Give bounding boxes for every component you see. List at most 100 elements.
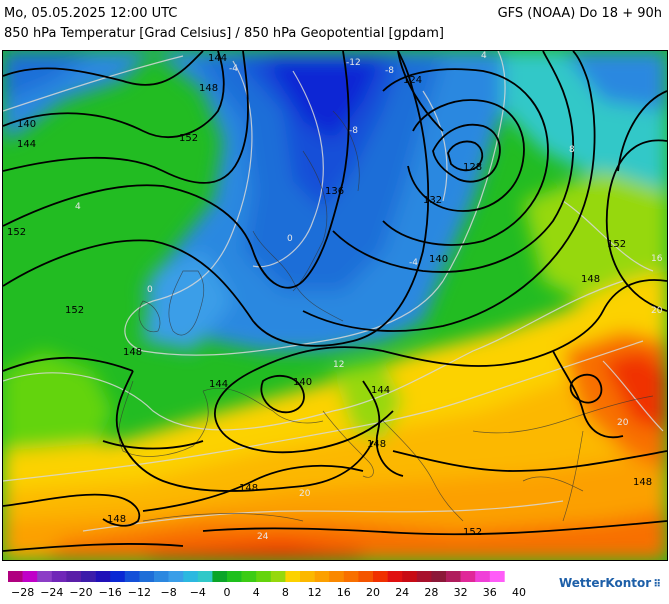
legend-colorbar: −28 −24 −20 −16 −12 −8 −4 0 4 8 12 16 20 24 28 32 36 40 (8, 571, 526, 599)
legend-swatch (402, 571, 418, 582)
legend-tick-label: 16 (337, 586, 351, 599)
geopotential-label: 148 (633, 477, 652, 488)
legend-swatch (329, 571, 345, 582)
legend-swatch (416, 571, 432, 582)
temperature-label: 12 (333, 360, 344, 370)
brand-logo: WetterKontor ⠿ (559, 576, 661, 590)
temperature-label: 0 (147, 285, 153, 295)
legend-swatch (460, 571, 476, 582)
legend-swatch (300, 571, 315, 582)
geopotential-label: 152 (65, 305, 84, 316)
geopotential-labels: 144 148 140 144 152 152 152 148 124 128 … (7, 53, 652, 538)
coastlines (118, 110, 654, 522)
chart-subtitle: 850 hPa Temperatur [Grad Celsius] / 850 … (4, 26, 445, 41)
geopotential-label: 148 (367, 439, 386, 450)
temperature-label: 20 (651, 306, 663, 316)
legend-swatch (154, 571, 169, 582)
legend-tick-label: 40 (512, 586, 526, 599)
legend-swatch (343, 571, 359, 582)
legend-swatch (81, 571, 96, 582)
geopotential-label: 148 (199, 83, 218, 94)
legend-swatch (270, 571, 286, 582)
legend-swatch (22, 571, 38, 582)
legend-swatch (256, 571, 272, 582)
temperature-label: -8 (385, 66, 394, 76)
temperature-label: -4 (409, 258, 418, 268)
legend-swatch (51, 571, 67, 582)
isohypses (3, 51, 667, 552)
temperature-label: 8 (569, 145, 575, 155)
geopotential-label: 124 (403, 75, 422, 86)
legend-swatch (227, 571, 242, 582)
temperature-label: 20 (617, 418, 629, 428)
legend-swatch (373, 571, 388, 582)
legend-tick-label: −28 (11, 586, 34, 599)
legend-tick-label: 0 (224, 586, 231, 599)
geopotential-label: 152 (7, 227, 26, 238)
temperature-labels: -12 -8 -4 -8 -4 0 4 0 8 16 20 20 20 24 1… (75, 51, 663, 542)
geopotential-label: 136 (325, 186, 344, 197)
legend-tick-label: 20 (366, 586, 380, 599)
legend-swatch (8, 571, 23, 582)
geopotential-label: 144 (208, 53, 227, 64)
legend-swatch (387, 571, 403, 582)
legend-swatch (212, 571, 228, 582)
legend-swatch (95, 571, 111, 582)
legend-swatch (37, 571, 53, 582)
geopotential-label: 128 (463, 162, 482, 173)
geopotential-label: 140 (429, 254, 448, 265)
legend-tick-label: 24 (395, 586, 409, 599)
temperature-label: 0 (287, 234, 293, 244)
legend-swatch (314, 571, 330, 582)
run-date: Mo, 05.05.2025 12:00 UTC (4, 6, 178, 21)
brand-name: WetterKontor (558, 576, 652, 590)
temperature-label: 16 (651, 254, 663, 264)
legend-swatch (197, 571, 213, 582)
isotherms (3, 51, 664, 532)
temperature-label: 20 (299, 489, 311, 499)
geopotential-label: 144 (209, 379, 228, 390)
geopotential-label: 144 (371, 385, 390, 396)
legend-tick-label: 28 (424, 586, 438, 599)
geopotential-label: 148 (107, 514, 126, 525)
legend-tick-label: −12 (128, 586, 151, 599)
legend-tick-label: −16 (99, 586, 122, 599)
legend-tick-label: 32 (454, 586, 468, 599)
legend-swatch (183, 571, 199, 582)
legend-tick-label: 36 (483, 586, 497, 599)
geopotential-label: 148 (581, 274, 600, 285)
geopotential-label: 148 (123, 347, 142, 358)
legend-swatch (168, 571, 184, 582)
legend-tick-label: 4 (253, 586, 260, 599)
geopotential-label: 140 (17, 119, 36, 130)
geopotential-label: 132 (423, 195, 442, 206)
geopotential-label: 140 (293, 377, 312, 388)
legend-swatch (431, 571, 447, 582)
legend-swatch (241, 571, 257, 582)
temperature-label: -4 (229, 64, 238, 74)
geopotential-label: 152 (607, 239, 626, 250)
brand-mark-icon: ⠿ (653, 579, 661, 590)
legend-tick-label: 12 (308, 586, 322, 599)
legend-tick-label: −4 (190, 586, 206, 599)
legend-swatch (124, 571, 140, 582)
model-run-info: GFS (NOAA) Do 18 + 90h (497, 6, 662, 21)
legend-swatch (358, 571, 374, 582)
geopotential-label: 144 (17, 139, 36, 150)
geopotential-label: 152 (463, 527, 482, 538)
legend-tick-label: 8 (282, 586, 289, 599)
temperature-label: -8 (349, 126, 358, 136)
legend-swatch (110, 571, 126, 582)
legend-swatch (285, 571, 301, 582)
temperature-label: -12 (346, 58, 361, 68)
legend-swatch (66, 571, 82, 582)
geopotential-label: 152 (179, 133, 198, 144)
temperature-label: 24 (257, 532, 269, 542)
legend-tick-label: −20 (69, 586, 92, 599)
legend-swatch (475, 571, 491, 582)
temperature-label: 4 (75, 202, 81, 212)
legend-tick-label: −24 (40, 586, 63, 599)
weather-map: 144 148 140 144 152 152 152 148 124 128 … (2, 50, 668, 561)
legend-swatch (489, 571, 505, 582)
geopotential-label: 148 (239, 483, 258, 494)
